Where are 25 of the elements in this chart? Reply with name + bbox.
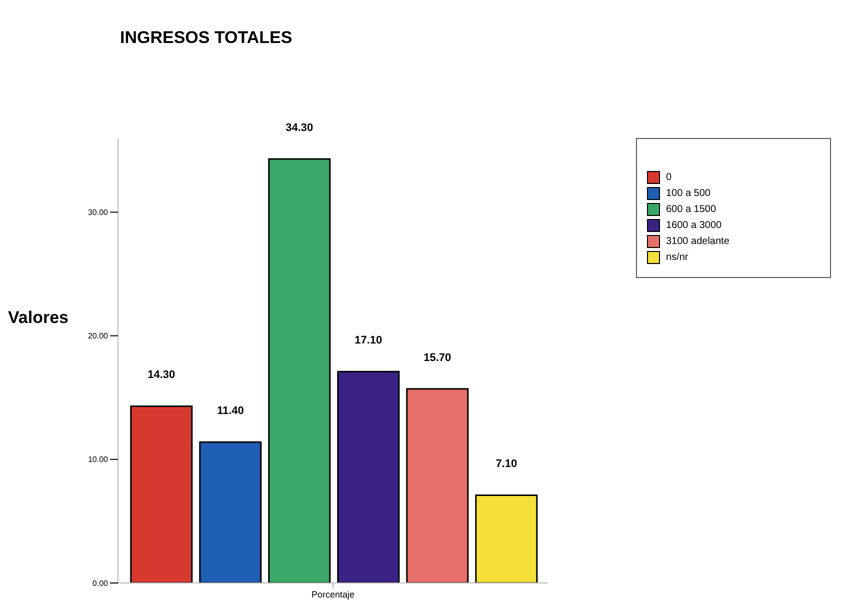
- data-label: 34.30: [286, 122, 314, 134]
- chart-title: INGRESOS TOTALES: [120, 28, 292, 48]
- y-tick-label: 30.00: [88, 208, 109, 218]
- bar: [199, 441, 262, 583]
- data-label: 11.40: [216, 405, 244, 418]
- legend-label: ns/nr: [666, 252, 688, 262]
- y-tick-label: 20.00: [88, 332, 109, 341]
- bar: [130, 405, 193, 583]
- legend-label: 3100 adelante: [666, 236, 730, 246]
- bar: [406, 388, 469, 583]
- y-tick-label: 0.00: [92, 578, 109, 588]
- y-axis-title: Valores: [8, 308, 68, 328]
- data-label: 17.10: [354, 334, 382, 347]
- data-label: 15.70: [424, 352, 452, 364]
- bar: [337, 370, 400, 583]
- data-label: 14.30: [148, 369, 176, 382]
- legend-label: 1600 a 3000: [666, 220, 722, 230]
- legend-label: 600 a 1500: [666, 204, 716, 214]
- x-tick-label: Porcentaje: [311, 589, 355, 600]
- data-label: 7.10: [496, 458, 518, 470]
- legend-label: 0: [666, 172, 672, 182]
- legend-label: 100 a 500: [666, 188, 710, 198]
- y-tick-label: 10.00: [88, 455, 109, 464]
- bar: [268, 158, 331, 583]
- bar: [475, 494, 538, 583]
